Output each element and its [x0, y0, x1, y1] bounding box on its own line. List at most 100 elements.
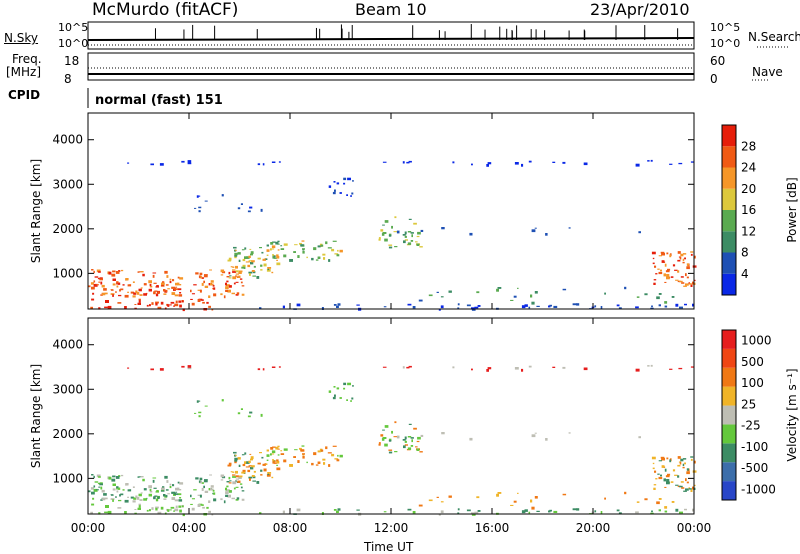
scatter-cell	[266, 244, 269, 247]
scatter-cell	[240, 408, 243, 410]
scatter-cell	[693, 460, 696, 464]
scatter-cell	[624, 286, 627, 290]
scatter-cell	[635, 163, 640, 167]
scatter-cell	[671, 501, 675, 503]
scatter-cell	[138, 503, 141, 506]
scatter-cell	[249, 248, 252, 250]
scatter-cell	[406, 366, 410, 369]
scatter-cell	[226, 481, 230, 483]
scatter-cell	[242, 258, 246, 262]
scatter-cell	[343, 387, 346, 390]
scatter-cell	[545, 233, 548, 236]
scatter-cell	[282, 305, 285, 309]
scatter-cell	[88, 490, 91, 493]
scatter-cell	[179, 292, 182, 294]
scatter-cell	[251, 475, 255, 477]
scatter-cell	[302, 250, 305, 254]
scatter-cell	[672, 264, 676, 267]
scatter-cell	[112, 475, 116, 478]
scatter-cell	[122, 284, 125, 286]
x-tick-label: 20:00	[576, 521, 611, 535]
scatter-cell	[670, 481, 674, 483]
scatter-cell	[334, 394, 336, 397]
scatter-cell	[203, 280, 205, 284]
colorbar-swatch	[722, 386, 736, 406]
scatter-cell	[249, 453, 252, 455]
scatter-cell	[234, 255, 238, 257]
scatter-cell	[228, 285, 232, 288]
scatter-cell	[159, 163, 164, 166]
scatter-cell	[322, 253, 326, 256]
scatter-cell	[469, 437, 473, 441]
colorbar-tick-label: 500	[741, 355, 764, 369]
scatter-cell	[679, 280, 683, 283]
scatter-cell	[531, 506, 535, 510]
scatter-cell	[103, 493, 107, 496]
scatter-cell	[237, 275, 241, 278]
scatter-cell	[228, 490, 232, 493]
scatter-cell	[98, 512, 101, 515]
scatter-cell	[404, 436, 407, 440]
scatter-cell	[644, 498, 648, 501]
scatter-cell	[155, 491, 159, 493]
scatter-cell	[382, 366, 387, 368]
scatter-cell	[677, 251, 681, 254]
scatter-cell	[277, 249, 280, 251]
scatter-cell	[203, 275, 208, 278]
scatter-cell	[448, 495, 452, 498]
scatter-cell	[270, 248, 275, 250]
scatter-cell	[302, 455, 305, 459]
scatter-cell	[684, 508, 687, 511]
scatter-cell	[172, 279, 175, 282]
scatter-cell	[384, 425, 389, 428]
scatter-cell	[690, 284, 693, 287]
scatter-cell	[524, 509, 528, 512]
scatter-cell	[225, 489, 230, 492]
scatter-cell	[165, 489, 169, 491]
scatter-cell	[510, 504, 514, 506]
scatter-cell	[476, 291, 480, 294]
y-axis-label: Slant Range [km]	[29, 364, 43, 468]
colorbar-tick-label: 16	[741, 203, 756, 217]
scatter-cell	[419, 246, 423, 248]
scatter-cell	[201, 299, 204, 301]
scatter-cell	[228, 271, 231, 275]
scatter-cell	[239, 270, 243, 273]
scatter-cell	[96, 269, 101, 273]
scatter-cell	[466, 304, 471, 307]
scatter-cell	[232, 276, 237, 280]
scatter-cell	[408, 365, 412, 368]
scatter-cell	[168, 304, 172, 306]
scatter-cell	[88, 285, 91, 288]
scatter-cell	[283, 243, 288, 246]
scatter-cell	[226, 276, 230, 278]
scatter-cell	[572, 303, 577, 306]
scatter-cell	[156, 490, 159, 492]
scatter-cell	[153, 487, 157, 489]
scatter-cell	[226, 280, 229, 283]
scatter-cell	[237, 207, 241, 210]
scatter-cell	[271, 450, 276, 454]
scatter-cell	[201, 482, 204, 484]
scatter-cell	[174, 288, 179, 290]
scatter-cell	[174, 493, 179, 495]
scatter-cell	[93, 270, 95, 274]
scatter-cell	[105, 300, 109, 303]
colorbar-tick-label: -500	[741, 461, 768, 475]
scatter-cell	[257, 462, 261, 465]
scatter-cell	[91, 491, 95, 495]
scatter-cell	[242, 469, 246, 473]
scatter-cell	[396, 435, 400, 439]
scatter-cell	[208, 305, 211, 308]
x-tick-label: 04:00	[172, 521, 207, 535]
scatter-cell	[227, 494, 231, 498]
scatter-cell	[267, 473, 270, 476]
scatter-cell	[680, 481, 684, 483]
scatter-cell	[115, 291, 117, 293]
scatter-cell	[241, 471, 246, 474]
scatter-cell	[151, 507, 154, 510]
scatter-cell	[173, 510, 175, 512]
scatter-cell	[594, 305, 597, 308]
scatter-cell	[241, 285, 245, 287]
scatter-cell	[108, 476, 112, 480]
